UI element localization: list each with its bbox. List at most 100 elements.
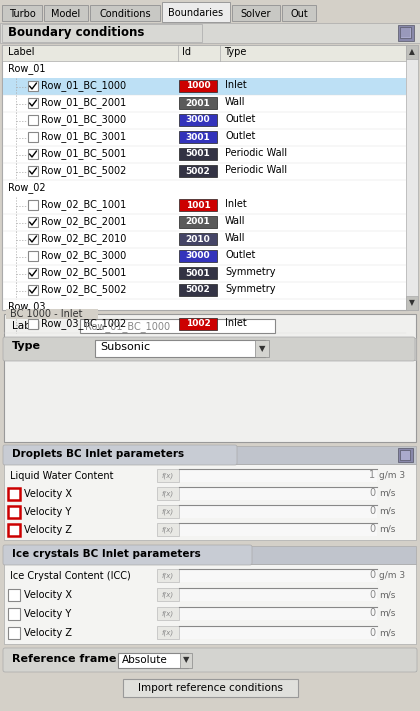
Text: Symmetry: Symmetry — [225, 267, 276, 277]
Text: 1: 1 — [369, 471, 375, 481]
Text: Velocity Y: Velocity Y — [24, 609, 71, 619]
Bar — [28, 115, 38, 125]
Bar — [179, 487, 377, 500]
Bar — [162, 2, 230, 22]
Text: f(x): f(x) — [162, 629, 174, 636]
Text: Ice Crystal Content (ICC): Ice Crystal Content (ICC) — [10, 571, 131, 581]
Bar — [179, 505, 377, 518]
Text: Reference frame: Reference frame — [12, 654, 116, 664]
Text: Inlet: Inlet — [225, 80, 247, 90]
Text: Type: Type — [224, 47, 247, 57]
FancyBboxPatch shape — [3, 445, 237, 465]
Bar — [123, 679, 297, 697]
Bar — [157, 487, 179, 500]
Text: ▼: ▼ — [259, 345, 265, 353]
Bar — [4, 446, 416, 464]
Bar — [401, 28, 410, 37]
Text: 0: 0 — [369, 506, 375, 516]
Text: Row_03_BC_1002: Row_03_BC_1002 — [41, 318, 126, 329]
Bar — [3, 78, 406, 95]
Text: Symmetry: Symmetry — [225, 284, 276, 294]
Text: Subsonic: Subsonic — [100, 342, 150, 352]
Text: m/s: m/s — [379, 590, 395, 599]
Bar — [179, 607, 377, 620]
Bar — [8, 627, 20, 639]
Bar — [179, 318, 217, 330]
Bar — [179, 588, 377, 601]
Text: Row_02_BC_2001: Row_02_BC_2001 — [41, 216, 126, 227]
Text: Id: Id — [182, 47, 191, 57]
Text: Label: Label — [12, 321, 40, 331]
Text: Row_02_BC_5001: Row_02_BC_5001 — [41, 267, 126, 278]
Text: Inlet: Inlet — [225, 199, 247, 209]
Text: Row_01_BC_1000: Row_01_BC_1000 — [85, 321, 170, 332]
Bar — [179, 569, 377, 582]
Text: Outlet: Outlet — [225, 250, 255, 260]
Bar — [179, 284, 217, 296]
Text: 0: 0 — [369, 628, 375, 638]
Bar — [157, 626, 179, 639]
Text: Row_01_BC_5002: Row_01_BC_5002 — [41, 165, 126, 176]
Bar — [28, 98, 38, 108]
Bar — [44, 5, 88, 21]
Text: f(x): f(x) — [162, 610, 174, 616]
Bar — [406, 296, 418, 310]
Bar — [28, 149, 38, 159]
FancyBboxPatch shape — [3, 545, 252, 565]
Text: Row_01_BC_3000: Row_01_BC_3000 — [41, 114, 126, 125]
FancyBboxPatch shape — [3, 337, 415, 361]
Bar — [8, 506, 20, 518]
Bar — [179, 250, 217, 262]
Text: Row_01_BC_3001: Row_01_BC_3001 — [41, 131, 126, 142]
Bar — [80, 319, 275, 333]
Text: Out: Out — [290, 9, 308, 19]
Text: Row_02_BC_1001: Row_02_BC_1001 — [41, 199, 126, 210]
Bar — [28, 166, 38, 176]
Text: f(x): f(x) — [162, 572, 174, 579]
Text: Label: Label — [8, 47, 34, 57]
Text: ▲: ▲ — [409, 48, 415, 56]
Text: Velocity X: Velocity X — [24, 489, 72, 499]
Text: 0: 0 — [369, 488, 375, 498]
Bar — [179, 165, 217, 177]
Bar — [28, 217, 38, 227]
Bar — [179, 469, 377, 482]
Text: ▼: ▼ — [183, 656, 189, 665]
Bar — [406, 45, 418, 59]
Text: Wall: Wall — [225, 233, 246, 243]
Text: g/m 3: g/m 3 — [379, 571, 405, 580]
Text: 5001: 5001 — [186, 269, 210, 277]
Text: Row_01_BC_1000: Row_01_BC_1000 — [41, 80, 126, 91]
Text: Row_02_BC_3000: Row_02_BC_3000 — [41, 250, 126, 261]
Text: 1001: 1001 — [186, 201, 210, 210]
Bar — [157, 505, 179, 518]
Text: Liquid Water Content: Liquid Water Content — [10, 471, 113, 481]
Text: Solver: Solver — [241, 9, 271, 19]
Text: Velocity Z: Velocity Z — [24, 628, 72, 638]
Text: Import reference conditions: Import reference conditions — [137, 683, 283, 693]
Text: Boundaries: Boundaries — [168, 8, 223, 18]
Bar — [4, 314, 416, 442]
Bar — [179, 199, 217, 211]
FancyBboxPatch shape — [3, 648, 417, 672]
Bar — [406, 45, 418, 310]
Text: Turbo: Turbo — [9, 9, 35, 19]
Bar — [398, 448, 413, 462]
Text: Model: Model — [51, 9, 81, 19]
Bar — [179, 523, 377, 536]
Bar — [2, 5, 42, 21]
Text: m/s: m/s — [379, 609, 395, 618]
Text: Droplets BC Inlet parameters: Droplets BC Inlet parameters — [12, 449, 184, 459]
Bar — [157, 469, 179, 482]
Text: 2010: 2010 — [186, 235, 210, 243]
Bar — [232, 5, 280, 21]
Text: 0: 0 — [369, 525, 375, 535]
Bar — [95, 340, 265, 357]
Text: 1000: 1000 — [186, 82, 210, 90]
Bar — [180, 653, 192, 668]
Text: 5002: 5002 — [186, 286, 210, 294]
Text: 1002: 1002 — [186, 319, 210, 328]
Bar — [157, 523, 179, 536]
Bar — [179, 233, 217, 245]
Text: Inlet: Inlet — [225, 318, 247, 328]
